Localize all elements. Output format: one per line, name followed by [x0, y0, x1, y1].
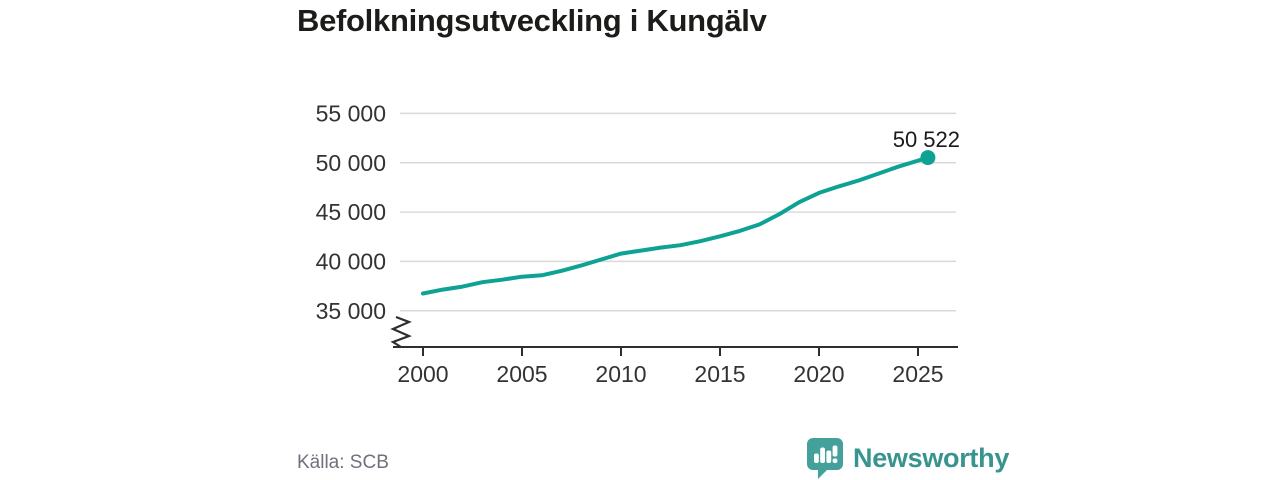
x-axis: 2000 2005 2010 2015 2020 2025 — [390, 315, 958, 387]
newsworthy-wordmark: Newsworthy — [853, 442, 1010, 473]
y-tick-label: 45 000 — [316, 199, 386, 225]
population-line — [421, 155, 930, 296]
y-tick-label: 40 000 — [316, 248, 386, 274]
y-tick-label: 50 000 — [316, 150, 386, 176]
x-tick-label: 2005 — [496, 361, 547, 387]
bar-medium — [826, 450, 832, 463]
exclamation-dot — [832, 458, 838, 463]
end-value-label: 50 522 — [893, 127, 960, 152]
bar-tall — [820, 447, 825, 463]
exclamation-bar — [832, 445, 838, 457]
y-tick-label: 35 000 — [316, 298, 386, 324]
x-tick-label: 2015 — [694, 361, 745, 387]
y-axis-break-icon — [390, 315, 412, 348]
x-tick-label: 2010 — [595, 361, 646, 387]
newsworthy-logo-icon — [807, 438, 843, 479]
end-point-dot — [920, 150, 936, 166]
population-series — [421, 150, 936, 296]
x-tick-label: 2020 — [793, 361, 844, 387]
chart-title: Befolkningsutveckling i Kungälv — [297, 3, 767, 38]
gridlines-layer — [400, 112, 956, 312]
x-tick-label: 2025 — [892, 361, 943, 387]
source-caption: Källa: SCB — [297, 452, 389, 473]
bar-small — [814, 453, 819, 463]
newsworthy-logo: Newsworthy — [806, 437, 1009, 479]
y-axis-labels: 35 000 40 000 45 000 50 000 55 000 — [316, 100, 386, 323]
x-tick-label: 2000 — [397, 361, 448, 387]
y-tick-label: 55 000 — [316, 100, 386, 126]
